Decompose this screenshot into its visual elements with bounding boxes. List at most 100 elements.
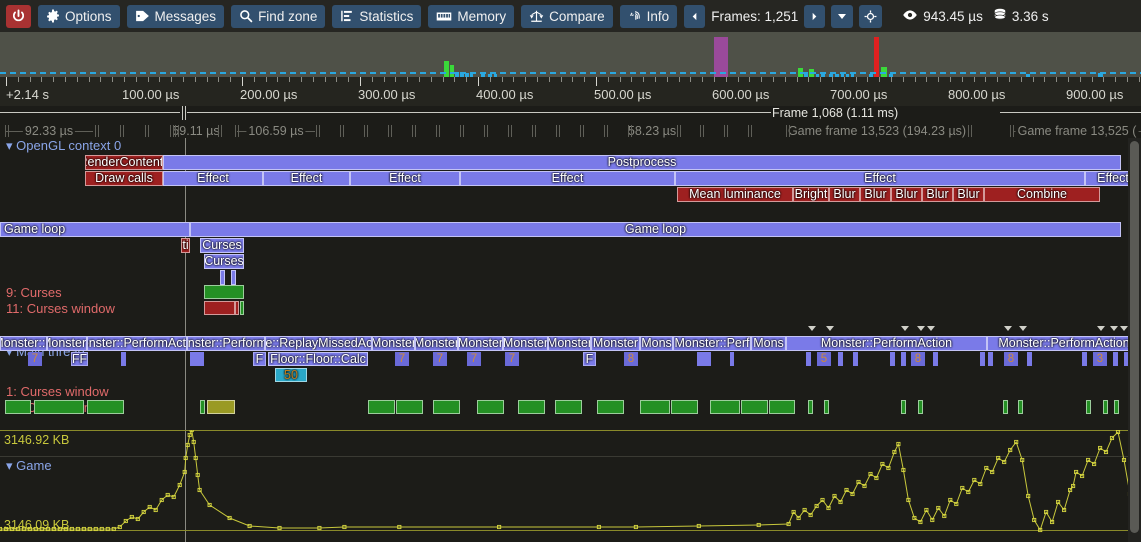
expand-caret-icon[interactable]: ▾ xyxy=(6,138,13,153)
timeline-zone[interactable]: Mons xyxy=(640,336,673,351)
timeline[interactable]: ▾ OpenGL context 0 RenderContentsPostpro… xyxy=(0,138,1141,542)
lock-bar[interactable] xyxy=(87,400,124,414)
frame-dropdown-button[interactable] xyxy=(831,4,854,28)
lock-bar[interactable] xyxy=(1114,400,1119,414)
options-button[interactable]: Options xyxy=(38,4,120,28)
vertical-scrollbar-thumb[interactable] xyxy=(1130,141,1139,533)
lock-bar[interactable] xyxy=(240,301,244,315)
memory-usage-plot[interactable]: 3146.92 KB 3146.09 KB xyxy=(0,430,1141,542)
lock-bar[interactable] xyxy=(918,400,923,414)
timeline-zone[interactable]: 8 xyxy=(911,352,925,366)
timeline-zone-tick[interactable] xyxy=(933,352,938,366)
timeline-zone-tick[interactable] xyxy=(121,352,126,366)
timeline-zone-tick[interactable] xyxy=(1113,352,1118,366)
frame-segment[interactable]: Game frame 13,525 ( xyxy=(1013,124,1141,140)
next-frame-button[interactable] xyxy=(804,4,826,28)
timeline-zone[interactable]: Monster::PerformAction xyxy=(87,336,187,351)
timeline-zone-tick[interactable] xyxy=(988,352,993,366)
lock-bar[interactable] xyxy=(1103,400,1108,414)
timeline-zone[interactable]: 3 xyxy=(1093,352,1107,366)
timeline-zone[interactable]: Effect xyxy=(263,171,350,186)
compare-button[interactable]: Compare xyxy=(521,4,613,28)
timeline-zone-tick[interactable] xyxy=(890,352,895,366)
lock-bar[interactable] xyxy=(769,400,795,414)
timeline-zone[interactable]: Blur xyxy=(891,187,922,202)
lock-bar[interactable] xyxy=(200,400,205,414)
lock-bar[interactable] xyxy=(34,400,84,414)
timeline-zone[interactable]: Curses xyxy=(204,254,244,269)
timeline-zone[interactable]: Game loop xyxy=(190,222,1121,237)
timeline-zone[interactable]: Monster:: xyxy=(47,336,87,351)
memory-button[interactable]: Memory xyxy=(428,4,515,28)
timeline-zone[interactable]: 7 xyxy=(505,352,519,366)
timeline-zone-tick[interactable] xyxy=(697,352,711,366)
frame-segment[interactable]: 106.59 µs xyxy=(237,124,315,140)
time-ruler[interactable]: +2.14 s 100.00 µs 200.00 µs 300.00 µs 400.00… xyxy=(0,77,1141,106)
lock-bar[interactable] xyxy=(1018,400,1023,414)
center-view-button[interactable] xyxy=(859,4,883,28)
lock-bar[interactable] xyxy=(710,400,740,414)
lock-bar[interactable] xyxy=(477,400,504,414)
timeline-zone[interactable]: 7 xyxy=(467,352,481,366)
lock-bar[interactable] xyxy=(204,301,235,315)
prev-frame-button[interactable] xyxy=(684,4,706,28)
timeline-zone[interactable]: Draw calls xyxy=(85,171,163,186)
lock-bar[interactable] xyxy=(824,400,829,414)
lock-bar[interactable] xyxy=(555,400,582,414)
timeline-zone[interactable]: Monster::PerformAction xyxy=(786,336,987,351)
timeline-zone[interactable]: Mons xyxy=(751,336,786,351)
timeline-zone[interactable]: Curses xyxy=(200,238,244,253)
messages-button[interactable]: Messages xyxy=(126,4,225,28)
timeline-zone-tick[interactable] xyxy=(980,352,985,366)
lock-bar[interactable] xyxy=(597,400,624,414)
lock-bar[interactable] xyxy=(204,285,244,299)
timeline-zone[interactable]: 7 xyxy=(28,352,42,366)
timeline-zone[interactable]: Effect xyxy=(675,171,1085,186)
timeline-zone[interactable]: Floor::Floor::Calc xyxy=(268,352,368,366)
timeline-zone[interactable]: Postprocess xyxy=(163,155,1121,170)
timeline-zone[interactable]: Monster xyxy=(591,336,640,351)
timeline-zone-tick[interactable] xyxy=(853,352,858,366)
timeline-zone-tick[interactable] xyxy=(231,270,236,285)
timeline-zone[interactable]: 50 xyxy=(275,368,307,382)
timeline-zone[interactable]: Monster xyxy=(548,336,591,351)
timeline-zone[interactable]: Game::ReplayMissedActions xyxy=(265,336,372,351)
lock-bar[interactable] xyxy=(671,400,698,414)
lock-bar[interactable] xyxy=(1086,400,1091,414)
timeline-zone[interactable]: FF xyxy=(71,352,88,366)
timeline-zone-tick[interactable] xyxy=(190,352,204,366)
lock-bar[interactable] xyxy=(396,400,423,414)
timeline-zone[interactable]: Monster xyxy=(458,336,503,351)
timeline-zone[interactable]: Effect xyxy=(350,171,460,186)
frame-segment[interactable]: 92.33 µs xyxy=(5,124,93,140)
statistics-button[interactable]: Statistics xyxy=(332,4,422,28)
timeline-zone[interactable]: 5 xyxy=(817,352,831,366)
timeline-zone[interactable]: Effect xyxy=(163,171,263,186)
timeline-zone[interactable]: 8 xyxy=(624,352,638,366)
timeline-zone[interactable]: Combine xyxy=(984,187,1100,202)
timeline-zone[interactable]: Effect xyxy=(1085,171,1141,186)
timeline-zone-tick[interactable] xyxy=(1124,352,1129,366)
timeline-zone-tick[interactable] xyxy=(806,352,811,366)
lock-row-label[interactable]: 11: Curses window xyxy=(6,301,115,316)
timeline-zone-tick[interactable] xyxy=(1027,352,1032,366)
lock-bar[interactable] xyxy=(207,400,235,414)
timeline-zone[interactable]: ti xyxy=(181,238,190,253)
timeline-zone[interactable]: Monster::Perf xyxy=(673,336,751,351)
timeline-zone[interactable]: 7 xyxy=(395,352,409,366)
lock-row-label[interactable]: 9: Curses xyxy=(6,285,62,300)
timeline-zone[interactable]: RenderContents xyxy=(85,155,163,170)
timeline-zone[interactable]: Blur xyxy=(922,187,953,202)
minimap-overview[interactable] xyxy=(0,32,1141,77)
timeline-zone-tick[interactable] xyxy=(1082,352,1087,366)
lock-bar[interactable] xyxy=(901,400,906,414)
timeline-zone[interactable]: Bright xyxy=(793,187,829,202)
timeline-zone[interactable]: 7 xyxy=(433,352,447,366)
timeline-zone[interactable]: Blur xyxy=(829,187,860,202)
timeline-zone-tick[interactable] xyxy=(901,352,906,366)
timeline-zone[interactable]: Effect xyxy=(460,171,675,186)
track-header-game[interactable]: ▾ Game xyxy=(6,458,52,474)
timeline-zone[interactable]: Game loop xyxy=(0,222,190,237)
timeline-zone-tick[interactable] xyxy=(838,352,843,366)
lock-row-label[interactable]: 1: Curses window xyxy=(6,384,109,399)
